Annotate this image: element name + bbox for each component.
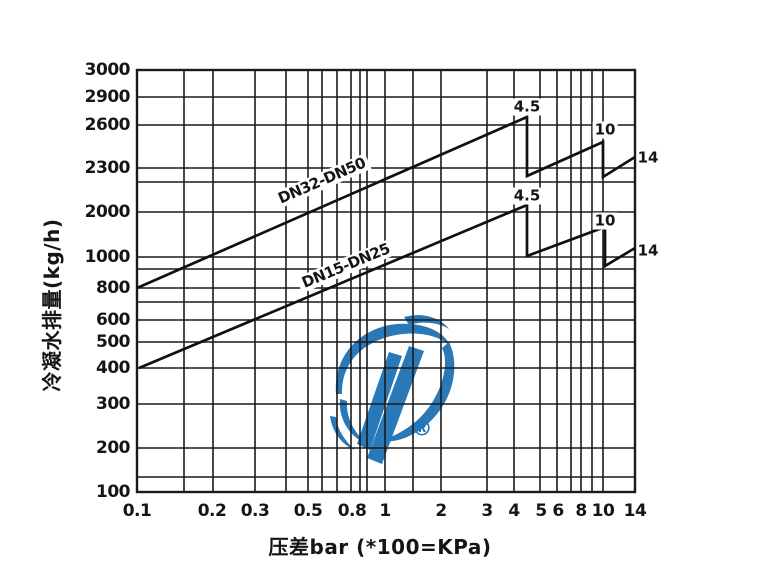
y-axis-title: 冷凝水排量(kg/h) [40, 218, 64, 392]
y-tick-200: 200 [96, 438, 131, 458]
y-tick-100: 100 [96, 482, 131, 502]
branch-label-4.5-lower: 4.5 [511, 186, 543, 205]
y-tick-2600: 2600 [84, 115, 131, 135]
watermark-logo-icon [330, 315, 455, 464]
branch-label-4.5-upper: 4.5 [511, 97, 543, 116]
y-tick-600: 600 [96, 310, 131, 330]
y-tick-1000: 1000 [84, 247, 131, 267]
x-tick-1: 1 [379, 501, 391, 521]
x-tick-8: 8 [575, 501, 587, 521]
x-tick-0.8: 0.8 [337, 501, 367, 521]
branch-label-10-upper: 10 [592, 120, 618, 139]
x-tick-0.2: 0.2 [197, 501, 227, 521]
branch-label-14-upper: 14 [637, 148, 659, 167]
x-tick-4: 4 [508, 501, 520, 521]
x-tick-0.3: 0.3 [240, 501, 270, 521]
registered-mark-icon: ® [411, 416, 433, 441]
y-tick-500: 500 [96, 332, 131, 352]
x-tick-14: 14 [623, 501, 647, 521]
y-tick-3000: 3000 [84, 60, 131, 80]
data-lines [136, 114, 636, 370]
y-tick-2300: 2300 [84, 158, 131, 178]
x-tick-10: 10 [591, 501, 615, 521]
x-axis-title: 压差bar (*100=KPa) [268, 535, 492, 559]
y-tick-400: 400 [96, 358, 131, 378]
y-tick-2000: 2000 [84, 202, 131, 222]
x-tick-6: 6 [552, 501, 564, 521]
branch-label-14-lower: 14 [637, 241, 659, 260]
y-tick-2900: 2900 [84, 87, 131, 107]
branch-label-10-lower: 10 [592, 211, 618, 230]
x-tick-2: 2 [435, 501, 447, 521]
x-tick-0.5: 0.5 [293, 501, 323, 521]
x-tick-5: 5 [535, 501, 547, 521]
x-tick-0.1: 0.1 [122, 501, 152, 521]
x-tick-3: 3 [481, 501, 493, 521]
y-tick-300: 300 [96, 394, 131, 414]
y-tick-800: 800 [96, 278, 131, 298]
